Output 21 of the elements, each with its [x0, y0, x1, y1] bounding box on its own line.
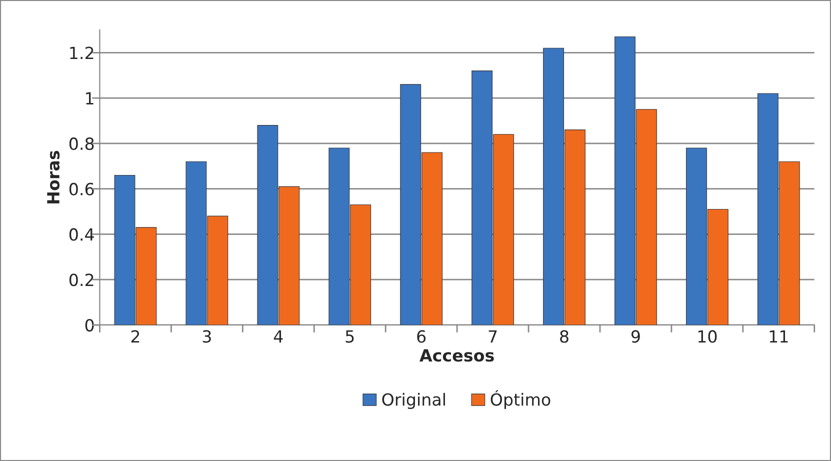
x-tick-label: 9 [631, 330, 640, 343]
x-tick-label: 8 [560, 330, 568, 343]
legend-label: Óptimo [490, 390, 550, 410]
x-tick-label: 7 [488, 330, 497, 343]
y-axis-title: Horas [47, 150, 60, 204]
x-tick-label: 2 [131, 330, 140, 343]
x-axis-title: Accesos [420, 349, 494, 362]
x-tick-label: 10 [698, 330, 717, 343]
y-tick-label: 0.8 [69, 137, 94, 150]
y-tick-label: 0.4 [69, 228, 94, 241]
x-tick-label: 6 [417, 330, 426, 343]
y-tick-label: 0 [85, 318, 94, 332]
y-tick-label: 0.6 [69, 182, 94, 196]
legend-label: Original [382, 392, 445, 410]
x-tick-label: 3 [202, 330, 211, 343]
y-tick-label: 1.2 [70, 46, 94, 59]
x-tick-label: 5 [346, 330, 354, 343]
y-tick-label: 0.2 [69, 274, 94, 286]
x-tick-label: 11 [770, 330, 788, 343]
x-tick-label: 4 [274, 330, 283, 343]
y-tick-label: 1 [86, 92, 94, 104]
